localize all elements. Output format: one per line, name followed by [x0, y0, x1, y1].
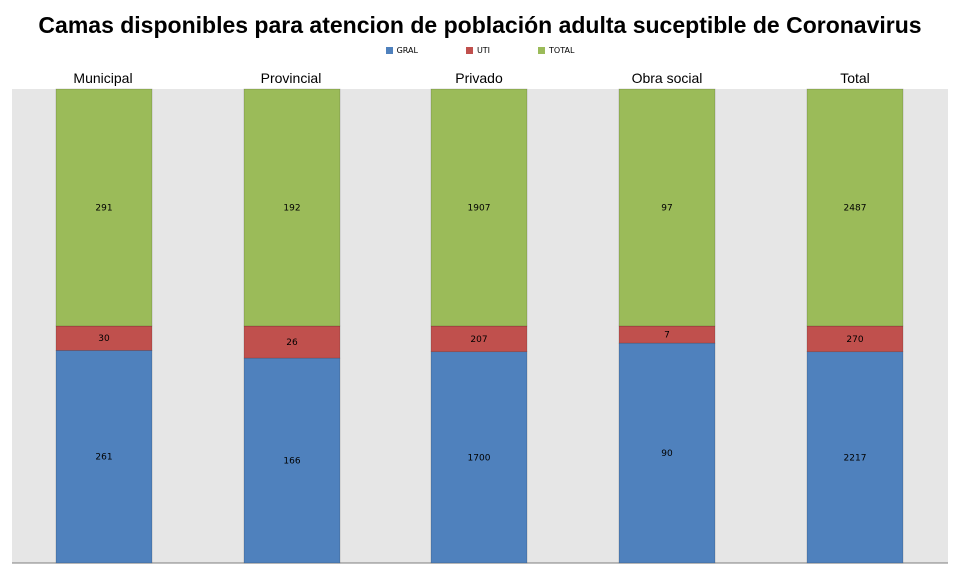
bar-gral-total — [806, 351, 904, 564]
chart-title: Camas disponibles para atencion de pobla… — [38, 12, 922, 38]
bar-gral-privado — [430, 351, 528, 564]
data-label-gral-municipal: 261 — [95, 453, 112, 463]
legend-swatch-total — [538, 47, 546, 54]
bar-total-obra-social — [618, 88, 716, 327]
data-label-total-privado: 1907 — [468, 204, 491, 214]
data-label-gral-provincial: 166 — [283, 457, 300, 467]
data-label-total-total: 2487 — [844, 204, 867, 214]
bar-gral-municipal — [55, 350, 153, 564]
legend-item-uti: UTI — [465, 46, 491, 55]
legend-swatch-uti — [465, 47, 473, 54]
data-label-gral-obra-social: 90 — [661, 449, 673, 459]
category-label-privado: Privado — [455, 70, 503, 86]
category-labels: Municipal Provincial Privado Obra social… — [0, 70, 960, 88]
category-label-obra-social: Obra social — [631, 70, 703, 86]
data-label-uti-total: 270 — [846, 335, 863, 345]
legend-label-total: TOTAL — [549, 46, 575, 55]
data-label-total-provincial: 192 — [283, 204, 300, 214]
bar-uti-total — [806, 325, 904, 353]
bar-total-total — [806, 88, 904, 327]
data-label-uti-provincial: 26 — [286, 338, 298, 348]
bar-gral-provincial — [243, 357, 341, 564]
bar-total-privado — [430, 88, 528, 327]
data-label-gral-total: 2217 — [844, 453, 867, 463]
data-label-uti-municipal: 30 — [98, 334, 110, 344]
data-label-uti-privado: 207 — [470, 335, 487, 345]
legend-label-gral: GRAL — [396, 46, 418, 55]
bar-uti-municipal — [55, 325, 153, 351]
data-label-total-municipal: 291 — [95, 204, 112, 214]
category-label-provincial: Provincial — [260, 70, 322, 86]
legend-label-uti: UTI — [476, 46, 491, 55]
data-label-total-obra-social: 97 — [661, 204, 672, 214]
legend-item-total: TOTAL — [538, 46, 574, 55]
bar-uti-privado — [430, 325, 528, 353]
legend-item-gral: GRAL — [385, 46, 418, 55]
bar-uti-provincial — [243, 325, 341, 359]
category-label-municipal: Municipal — [73, 70, 133, 86]
legend: GRAL UTI TOTAL — [0, 46, 960, 55]
legend-swatch-gral — [385, 47, 393, 54]
data-label-uti-obra-social: 7 — [664, 331, 670, 341]
data-label-gral-privado: 1700 — [468, 453, 491, 463]
bar-total-provincial — [243, 88, 341, 327]
category-label-total: Total — [840, 70, 870, 86]
bar-total-municipal — [55, 88, 153, 327]
